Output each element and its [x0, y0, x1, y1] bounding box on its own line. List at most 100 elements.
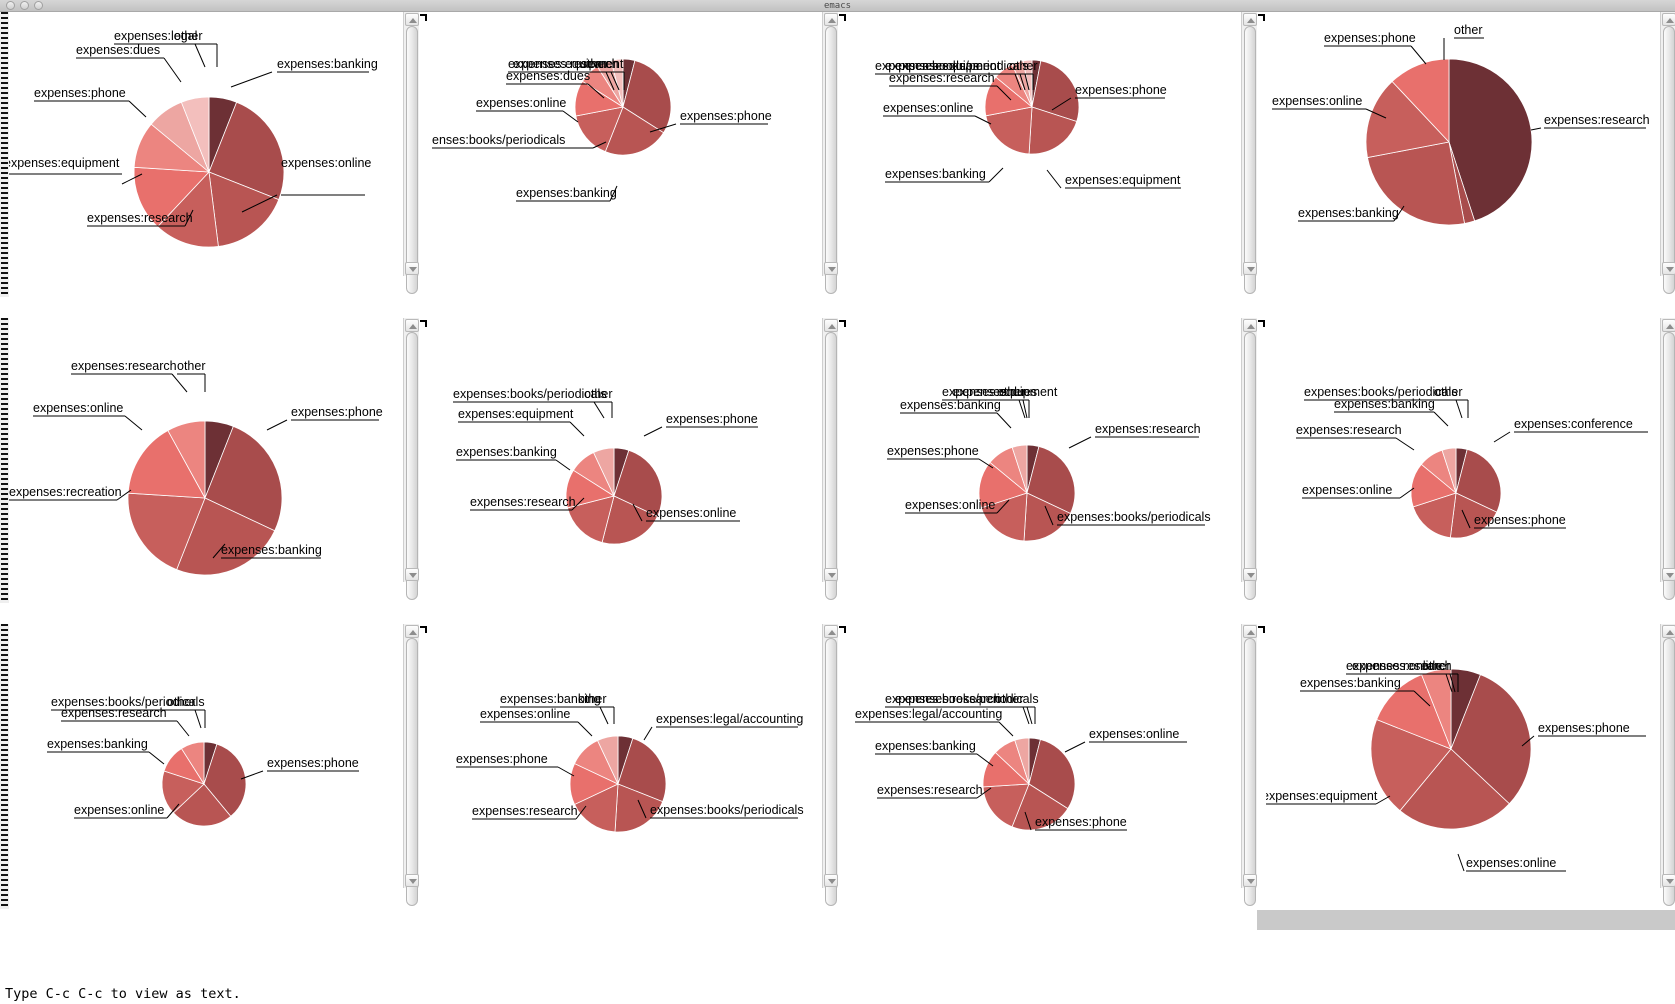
pane-scrollbar[interactable] [403, 318, 419, 600]
pie-label: expenses:online [74, 803, 180, 819]
scroll-up-icon[interactable] [405, 319, 419, 332]
pie-label: other [174, 29, 218, 67]
pane-body[interactable]: expenses:books/periodicals other expenses:… [0, 624, 419, 909]
scroll-up-icon[interactable] [824, 625, 838, 638]
pane-scrollbar[interactable] [1660, 624, 1675, 906]
scroll-down-icon[interactable] [824, 262, 838, 275]
scroll-down-icon[interactable] [1662, 262, 1675, 275]
modeline[interactable]: -:--- 200909.png All (1,0) (Image[png])-… [0, 909, 419, 930]
pie-label: expenses:legal/accounting [643, 712, 803, 741]
pane-body[interactable]: expenses:equipment expenses:research other… [419, 12, 838, 297]
pie-label-text: enses:books/periodicals [432, 133, 565, 147]
image-pane-200912[interactable]: expenses:research expenses:online other exp… [1257, 624, 1675, 930]
pie-slice [980, 492, 1028, 542]
pane-body[interactable]: expenses:research other expenses:online exp… [0, 318, 419, 603]
scroll-up-icon[interactable] [824, 319, 838, 332]
scrollbar-thumb[interactable] [406, 26, 418, 294]
modeline[interactable]: -:--- 200907.png All (1,0) (Image[png])-… [838, 603, 1257, 624]
scroll-up-icon[interactable] [405, 625, 419, 638]
modeline[interactable]: -:--- 200912.png All (1,0) (Image[png])-… [1257, 909, 1675, 930]
scroll-down-icon[interactable] [1662, 568, 1675, 581]
pane-scrollbar[interactable] [822, 12, 838, 294]
image-pane-200903[interactable]: expenses:books/periodicals expenses:equip… [838, 12, 1257, 318]
image-pane-200906[interactable]: expenses:books/periodicals other expenses:… [419, 318, 838, 624]
scrollbar-thumb[interactable] [406, 332, 418, 600]
scrollbar-thumb[interactable] [1663, 638, 1675, 906]
pane-body[interactable]: expenses:banking other expenses:online expe… [419, 624, 838, 909]
pane-body[interactable]: expenses:equipment expenses:dues other expe… [838, 318, 1257, 603]
pane-scrollbar[interactable] [1241, 12, 1257, 294]
scroll-up-icon[interactable] [1662, 13, 1675, 26]
scrollbar-thumb[interactable] [1244, 332, 1256, 600]
pie-label: expenses:banking [1334, 397, 1449, 427]
scrollbar-thumb[interactable] [1663, 26, 1675, 294]
chart-area: expenses:legal other expenses:dues expenses… [9, 12, 402, 297]
pane-scrollbar[interactable] [403, 624, 419, 906]
scrollbar-thumb[interactable] [1244, 638, 1256, 906]
modeline[interactable]: -:--- 200905.png All (1,0) (Image[png])-… [0, 603, 419, 624]
minimize-icon[interactable] [20, 1, 29, 10]
pane-scrollbar[interactable] [1241, 318, 1257, 600]
pane-scrollbar[interactable] [403, 12, 419, 294]
pane-body[interactable]: expenses:books/periodicals other expenses:… [838, 624, 1257, 909]
scrollbar-thumb[interactable] [825, 332, 837, 600]
pie-label-text: other [997, 385, 1026, 399]
scroll-up-icon[interactable] [824, 13, 838, 26]
scroll-up-icon[interactable] [405, 13, 419, 26]
scrollbar-thumb[interactable] [1244, 26, 1256, 294]
scroll-down-icon[interactable] [405, 568, 419, 581]
scroll-up-icon[interactable] [1243, 13, 1257, 26]
scroll-down-icon[interactable] [824, 568, 838, 581]
pane-scrollbar[interactable] [1241, 624, 1257, 906]
scroll-up-icon[interactable] [1662, 319, 1675, 332]
image-pane-200909[interactable]: expenses:books/periodicals other expenses:… [0, 624, 419, 930]
pane-body[interactable]: expenses:books/periodicals other expenses:… [419, 318, 838, 603]
pane-body[interactable]: expenses:books/periodicals other expenses:… [1257, 318, 1675, 603]
modeline[interactable]: -:--- 200903.png All (1,0) (Image[png])-… [838, 297, 1257, 318]
image-pane-200908[interactable]: expenses:books/periodicals other expenses:… [1257, 318, 1675, 624]
pane-scrollbar[interactable] [1660, 12, 1675, 294]
modeline[interactable]: -:--- 200911.png All (1,0) (Image[png])-… [838, 909, 1257, 930]
modeline[interactable]: -:--- 200910.png All (1,0) (Image[png])-… [419, 909, 838, 930]
scrollbar-thumb[interactable] [825, 638, 837, 906]
pane-scrollbar[interactable] [822, 624, 838, 906]
pie-label-text: expenses:recreation [9, 485, 122, 499]
image-pane-200904[interactable]: other expenses:phone expenses:online expens… [1257, 12, 1675, 318]
scrollbar-thumb[interactable] [1663, 332, 1675, 600]
image-pane-200910[interactable]: expenses:banking other expenses:online expe… [419, 624, 838, 930]
scrollbar-thumb[interactable] [406, 638, 418, 906]
pane-body[interactable]: expenses:research expenses:online other exp… [1257, 624, 1675, 909]
scroll-up-icon[interactable] [1243, 625, 1257, 638]
pane-scrollbar[interactable] [822, 318, 838, 600]
scroll-up-icon[interactable] [1243, 319, 1257, 332]
pane-scrollbar[interactable] [1660, 318, 1675, 600]
image-pane-200907[interactable]: expenses:equipment expenses:dues other expe… [838, 318, 1257, 624]
modeline[interactable]: -:--- 200906.png All (1,0) (Image[png])-… [419, 603, 838, 624]
modeline[interactable]: -:--- 200908.png All (1,0) (Image[png])-… [1257, 603, 1675, 624]
image-pane-200905[interactable]: expenses:research other expenses:online exp… [0, 318, 419, 624]
pane-body[interactable]: expenses:legal other expenses:dues expenses… [0, 12, 419, 297]
modeline[interactable]: -:--- 200904.png All (1,0) (Image[png])-… [1257, 297, 1675, 318]
close-icon[interactable] [6, 1, 15, 10]
scroll-down-icon[interactable] [1243, 568, 1257, 581]
image-pane-200902[interactable]: expenses:equipment expenses:research other… [419, 12, 838, 318]
scrollbar-thumb[interactable] [825, 26, 837, 294]
scroll-down-icon[interactable] [1243, 874, 1257, 887]
scroll-down-icon[interactable] [824, 874, 838, 887]
pane-body[interactable]: expenses:books/periodicals expenses:equip… [838, 12, 1257, 297]
scroll-down-icon[interactable] [1662, 874, 1675, 887]
minibuffer[interactable]: Type C-c C-c to view as text. [0, 984, 1675, 1004]
modeline[interactable]: -:--- 200902.png All (1,0) (Image[png])-… [419, 297, 838, 318]
image-pane-200911[interactable]: expenses:books/periodicals other expenses:… [838, 624, 1257, 930]
modeline[interactable]: -:--- 200901.png All (1,0) (Image[png])-… [0, 297, 419, 318]
image-pane-200901[interactable]: expenses:legal other expenses:dues expenses… [0, 12, 419, 318]
scroll-down-icon[interactable] [405, 262, 419, 275]
scroll-up-icon[interactable] [1662, 625, 1675, 638]
window-controls[interactable] [6, 1, 43, 10]
maximize-icon[interactable] [34, 1, 43, 10]
left-fringe [1257, 318, 1266, 603]
scroll-down-icon[interactable] [1243, 262, 1257, 275]
scroll-down-icon[interactable] [405, 874, 419, 887]
pane-body[interactable]: other expenses:phone expenses:online expens… [1257, 12, 1675, 297]
pie-slice [180, 96, 210, 173]
